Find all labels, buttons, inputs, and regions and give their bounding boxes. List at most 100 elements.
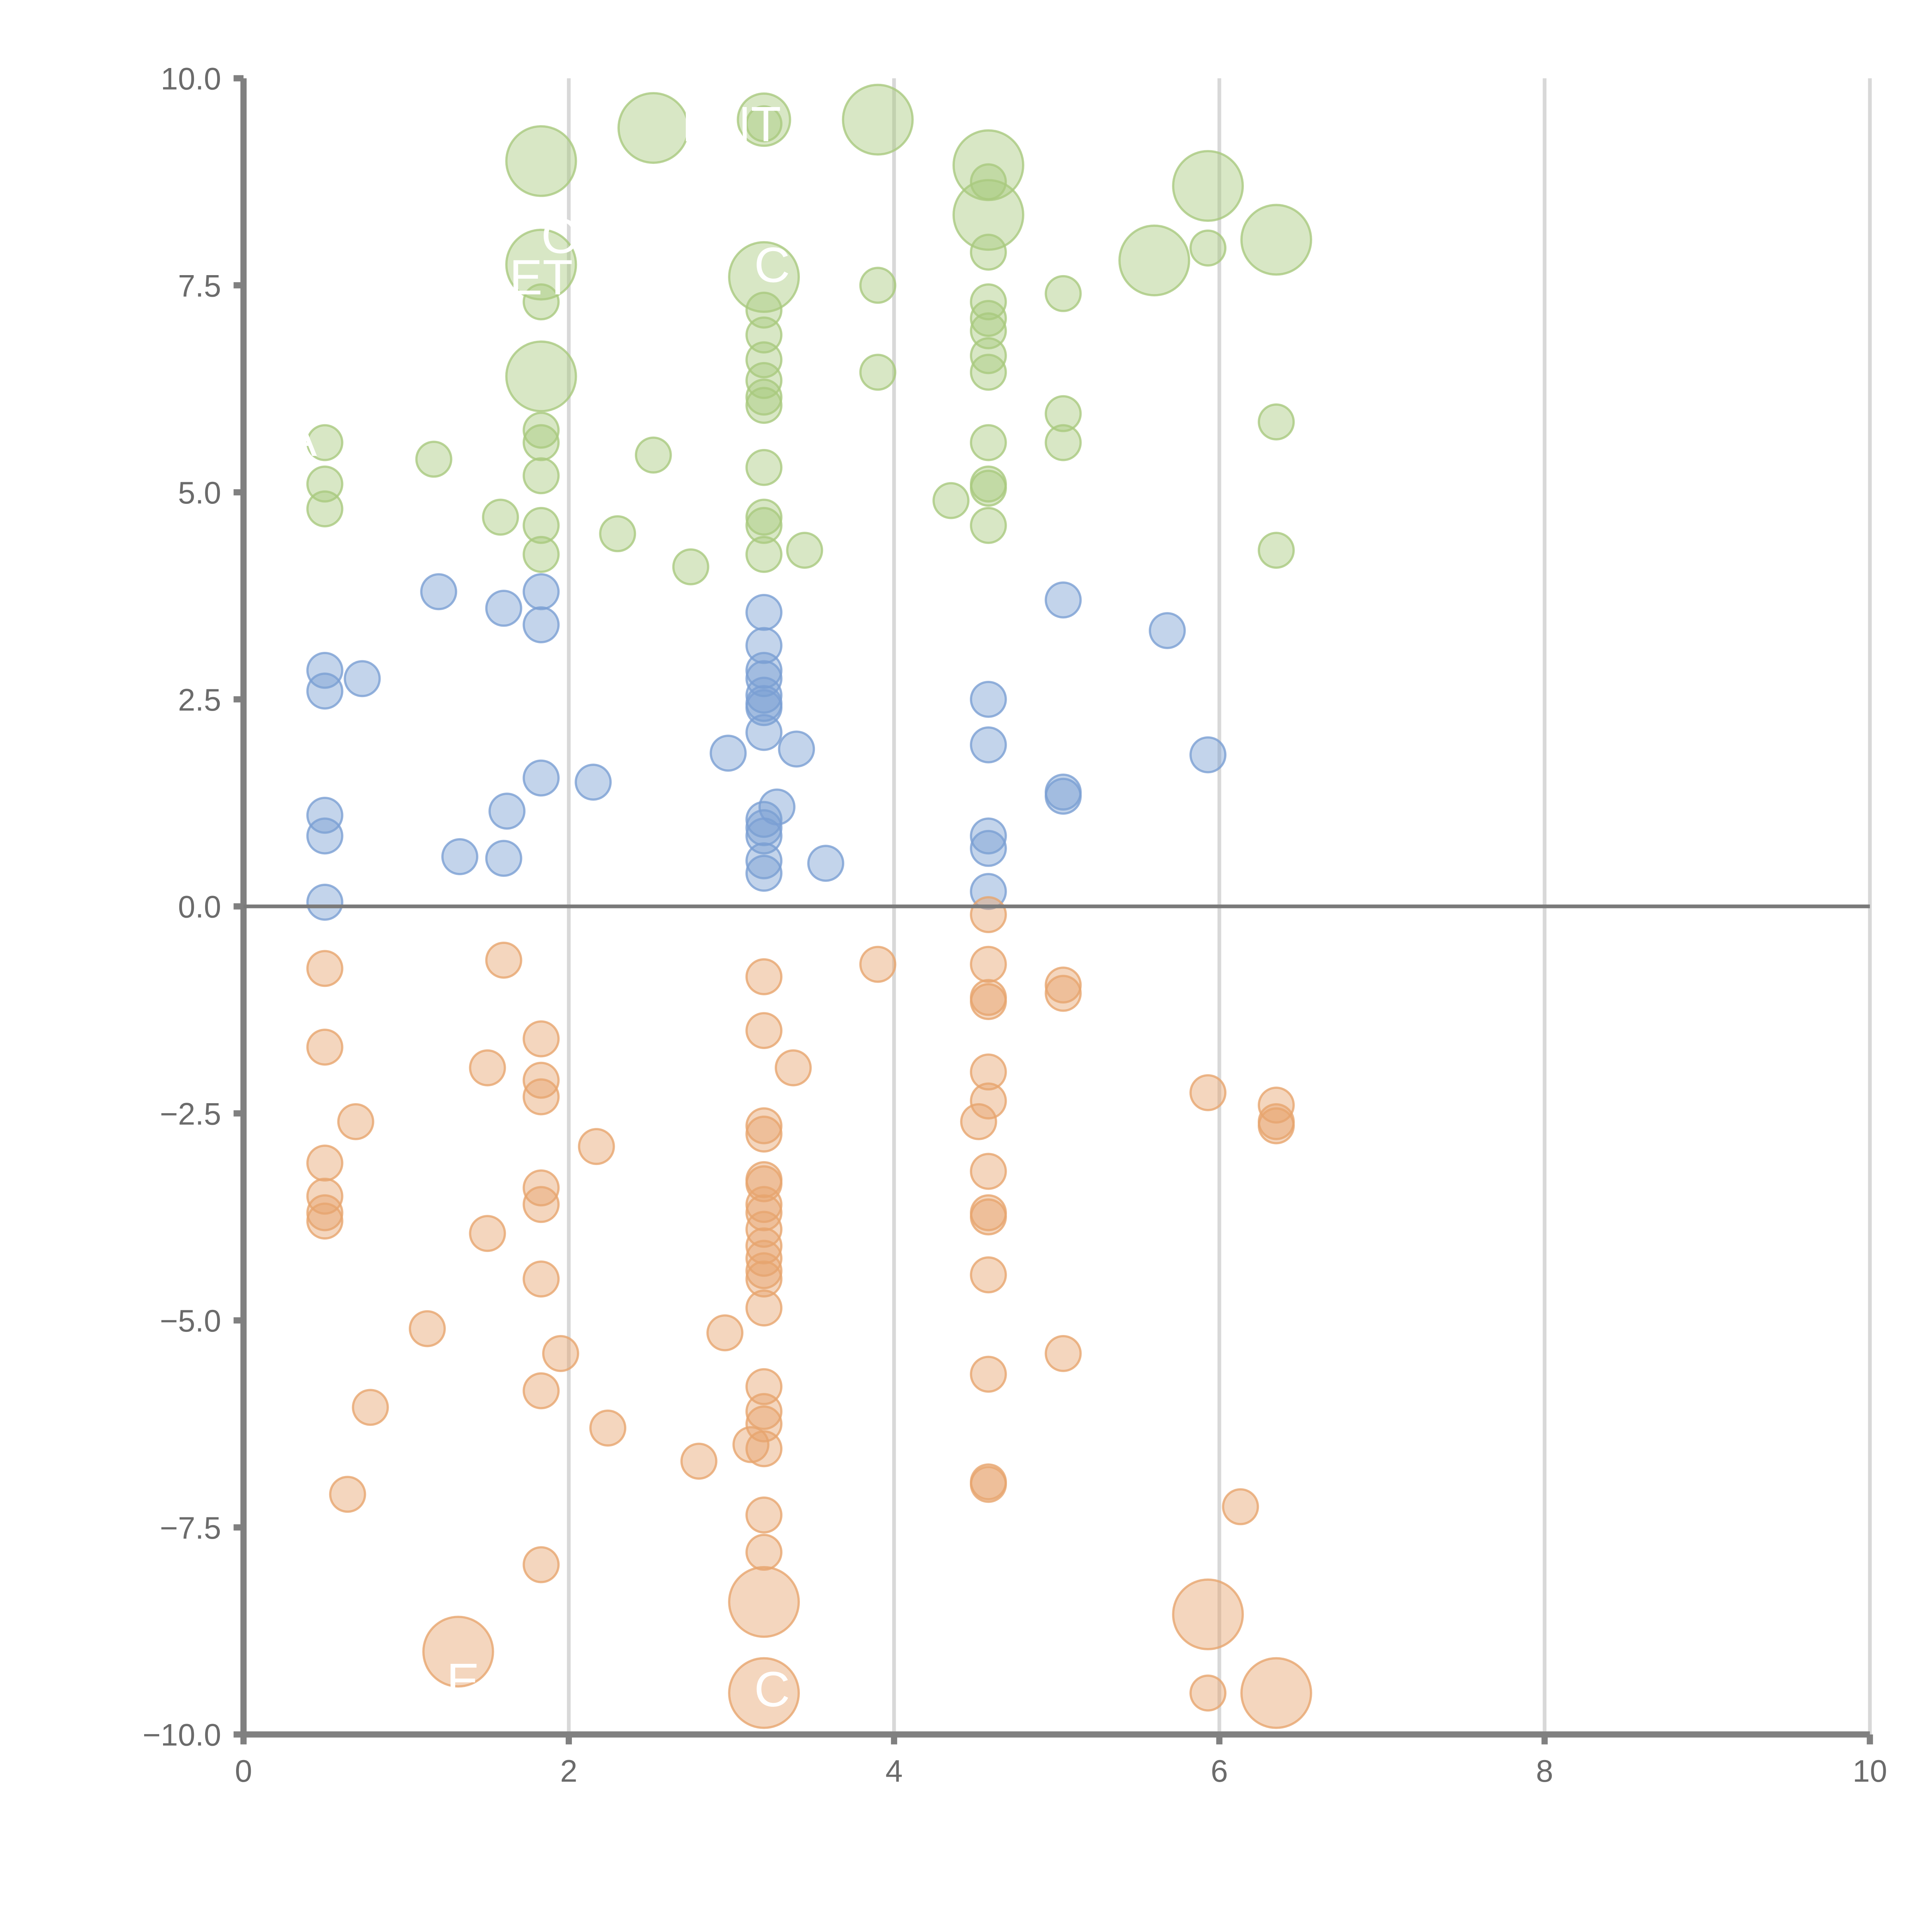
bubble-bottom-38 <box>745 1240 783 1277</box>
y-tick-label: 10.0 <box>161 62 221 97</box>
bubble-top-25 <box>745 378 783 416</box>
bubble-top-48 <box>970 507 1007 544</box>
bubble-annotation-7: C <box>754 1662 790 1717</box>
bubble-middle-13 <box>522 759 560 797</box>
bubble-annotation-1: O <box>541 209 580 264</box>
bubble-bottom-18 <box>522 1186 560 1223</box>
bubble-middle-27 <box>745 842 783 879</box>
bubble-top-13 <box>522 536 560 573</box>
bubble-series <box>243 83 1870 1729</box>
bubble-top-12 <box>522 507 560 544</box>
y-tick-label: 0.0 <box>178 890 221 925</box>
bubble-bottom-67 <box>1044 975 1082 1012</box>
bubble-bottom-54 <box>970 946 1007 983</box>
bubble-bottom-31 <box>745 1116 783 1153</box>
bubble-top-31 <box>786 532 823 569</box>
bubble-top-33 <box>859 267 896 304</box>
bubble-bottom-39 <box>745 1252 783 1289</box>
bubble-bottom-20 <box>522 1372 560 1410</box>
bubble-middle-2 <box>306 797 344 834</box>
bubble-bottom-28 <box>745 958 783 995</box>
bubble-middle-20 <box>745 677 783 714</box>
bubble-bottom-25 <box>680 1442 718 1480</box>
bubble-bottom-22 <box>542 1335 579 1372</box>
bubble-bottom-5 <box>306 1202 344 1240</box>
bubble-bottom-2 <box>306 1145 344 1182</box>
bubble-middle-39 <box>1044 777 1082 815</box>
x-tick-label: 10 <box>1853 1754 1887 1789</box>
bubble-bottom-69 <box>1189 1074 1227 1111</box>
bubble-bottom-43 <box>745 1393 783 1430</box>
bubble-top-27 <box>745 449 783 486</box>
bubble-top-19 <box>745 105 783 143</box>
bubble-top-6 <box>505 228 577 301</box>
bubble-middle-34 <box>970 817 1007 855</box>
bubble-middle-41 <box>1189 736 1227 774</box>
bubble-bottom-19 <box>522 1260 560 1298</box>
bubble-top-38 <box>952 179 1024 251</box>
bubble-bottom-62 <box>970 1256 1007 1294</box>
bubble-bottom-27 <box>732 1426 770 1463</box>
bubble-bottom-9 <box>408 1310 446 1347</box>
bubble-middle-11 <box>522 573 560 611</box>
bubble-top-50 <box>1044 395 1082 432</box>
bubble-bottom-59 <box>970 1153 1007 1190</box>
bubble-middle-25 <box>745 809 783 846</box>
bubble-top-11 <box>522 457 560 495</box>
y-axis-ticks: 10.0 7.5 5.0 2.5 0.0 −2.5 −5.0 −7.5 −10.0 <box>143 62 244 1753</box>
bubble-bottom-63 <box>970 1355 1007 1393</box>
bubble-top-5 <box>505 125 577 197</box>
y-tick-label: −7.5 <box>160 1511 221 1546</box>
bubble-top-55 <box>1240 204 1312 276</box>
bubble-middle-37 <box>1044 581 1082 619</box>
bubble-middle-5 <box>344 660 381 697</box>
bubble-top-15 <box>617 92 689 164</box>
bubble-top-0 <box>306 424 344 461</box>
bubble-top-44 <box>970 354 1007 391</box>
bubble-annotation-5: N <box>713 1525 749 1580</box>
bubble-top-14 <box>599 515 636 553</box>
bubble-middle-6 <box>420 573 457 611</box>
bubble-middle-9 <box>488 793 526 830</box>
bubble-bottom-68 <box>1044 1335 1082 1372</box>
bubble-top-3 <box>415 440 452 478</box>
bubble-top-52 <box>1118 224 1190 296</box>
bubble-top-45 <box>970 424 1007 461</box>
bubble-middle-30 <box>778 730 815 768</box>
y-tick-label: −10.0 <box>143 1718 221 1753</box>
y-tick-label: 5.0 <box>178 476 221 510</box>
x-axis-ticks: 0 2 4 6 8 10 <box>235 1734 1887 1789</box>
bubble-middle-29 <box>758 788 796 826</box>
bubble-bottom-75 <box>1258 1107 1295 1145</box>
y-tick-label: 2.5 <box>178 683 221 718</box>
bubble-middle-0 <box>306 651 344 689</box>
bubble-top-28 <box>745 498 783 536</box>
bubble-top-35 <box>932 482 970 519</box>
bubble-bottom-45 <box>745 1430 783 1468</box>
bubble-top-18 <box>736 92 791 147</box>
bubble-top-30 <box>745 536 783 573</box>
bubble-middle-28 <box>745 855 783 892</box>
bubble-top-47 <box>970 469 1007 507</box>
bubble-top-32 <box>842 83 914 156</box>
bubble-middle-35 <box>970 830 1007 867</box>
bubble-bottom-1 <box>306 1029 344 1066</box>
bubble-middle-3 <box>306 817 344 855</box>
bubble-bottom-41 <box>745 1289 783 1327</box>
bubble-bottom-21 <box>522 1546 560 1583</box>
bubble-annotation-4: A <box>284 412 317 467</box>
bubble-bottom-26 <box>706 1314 743 1352</box>
bubble-bottom-50 <box>774 1049 812 1087</box>
bubble-middle-12 <box>522 606 560 643</box>
bubble-top-51 <box>1044 424 1082 461</box>
bubble-middle-23 <box>745 714 783 751</box>
bubble-bottom-40 <box>745 1260 783 1298</box>
bubble-middle-4 <box>306 884 344 921</box>
bubble-annotations: ENT OET C A N E C <box>284 97 790 1717</box>
bubble-top-7 <box>522 283 560 321</box>
x-tick-label: 8 <box>1536 1754 1553 1789</box>
bubble-top-29 <box>745 507 783 544</box>
bubble-bottom-10 <box>422 1616 494 1688</box>
bubble-top-39 <box>970 233 1007 271</box>
bubble-middle-40 <box>1149 612 1186 649</box>
